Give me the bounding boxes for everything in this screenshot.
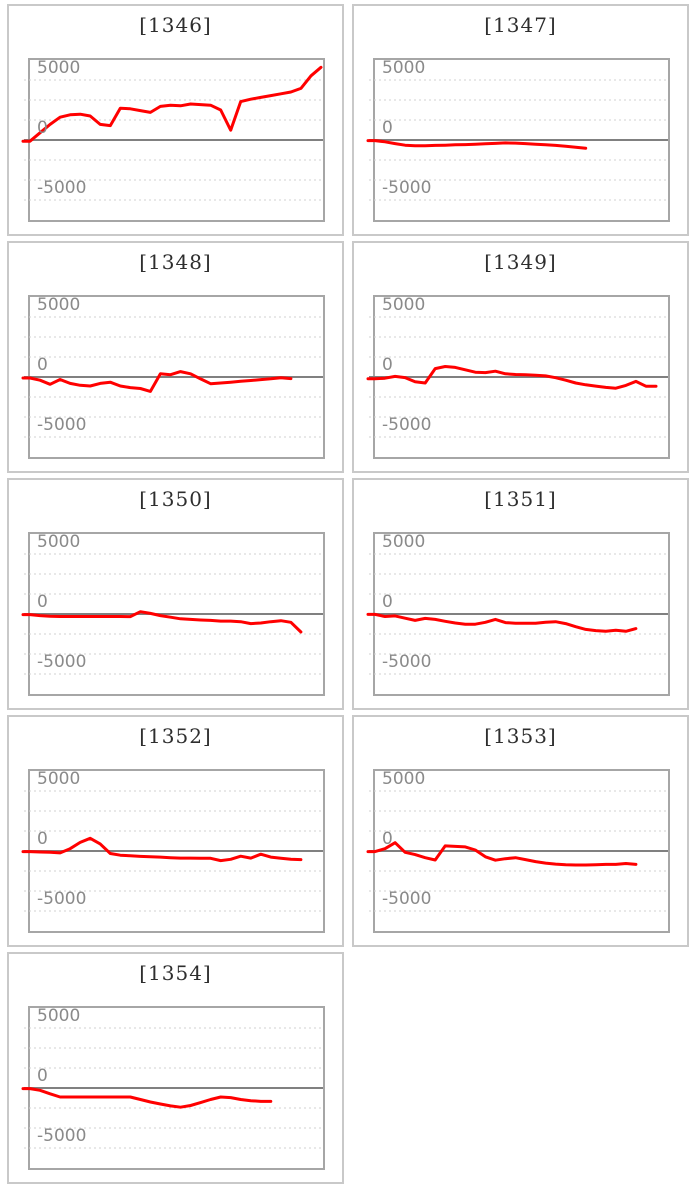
y-axis-label: 0	[382, 118, 393, 138]
y-axis-label: 5000	[37, 532, 81, 552]
y-axis-label: 0	[37, 592, 48, 612]
chart-plot: 5000 0 -5000	[21, 58, 325, 222]
y-axis-label: 5000	[37, 1006, 81, 1026]
chart-canvas	[21, 1027, 323, 1149]
y-axis-label: -5000	[37, 415, 87, 435]
y-axis-label: 5000	[382, 532, 426, 552]
chart-plot: 5000 0 -5000	[21, 295, 325, 459]
chart-canvas	[366, 553, 668, 675]
chart-title: [1348]	[139, 250, 212, 274]
y-axis-label: -5000	[37, 178, 87, 198]
y-axis-label: 5000	[382, 295, 426, 315]
chart-cell: [1349] 5000 0 -5000	[352, 241, 689, 473]
y-axis-label: 0	[37, 355, 48, 375]
y-axis-label: 5000	[382, 58, 426, 78]
chart-canvas	[21, 553, 323, 675]
chart-cell: [1351] 5000 0 -5000	[352, 478, 689, 710]
y-axis-label: -5000	[37, 889, 87, 909]
chart-title: [1346]	[139, 13, 212, 37]
y-axis-label: 0	[382, 829, 393, 849]
chart-cell: [1350] 5000 0 -5000	[7, 478, 344, 710]
y-axis-label: -5000	[382, 889, 432, 909]
chart-plot: 5000 0 -5000	[21, 769, 325, 933]
chart-cell: [1354] 5000 0 -5000	[7, 952, 344, 1184]
profit-line	[21, 65, 323, 143]
chart-canvas	[366, 316, 668, 438]
y-axis-label: 5000	[37, 769, 81, 789]
chart-plot: 5000 0 -5000	[21, 1006, 325, 1170]
chart-cell: [1347] 5000 0 -5000	[352, 4, 689, 236]
profit-line	[21, 836, 303, 863]
chart-plot: 5000 0 -5000	[366, 295, 670, 459]
chart-title: [1352]	[139, 724, 212, 748]
profit-line	[366, 139, 588, 150]
chart-canvas	[21, 65, 323, 201]
chart-canvas	[366, 790, 668, 912]
profit-line	[366, 612, 638, 633]
y-axis-label: 5000	[382, 769, 426, 789]
y-axis-label: -5000	[37, 1126, 87, 1146]
chart-title: [1354]	[139, 961, 212, 985]
y-axis-label: 0	[37, 829, 48, 849]
chart-title: [1347]	[484, 13, 557, 37]
y-axis-label: 0	[382, 355, 393, 375]
y-axis-label: -5000	[37, 652, 87, 672]
chart-plot: 5000 0 -5000	[366, 532, 670, 696]
chart-title: [1349]	[484, 250, 557, 274]
profit-line	[21, 370, 293, 393]
chart-canvas	[21, 790, 323, 912]
y-axis-label: -5000	[382, 178, 432, 198]
chart-plot: 5000 0 -5000	[366, 769, 670, 933]
chart-title: [1350]	[139, 487, 212, 511]
profit-line	[366, 365, 658, 390]
profit-line	[21, 610, 303, 634]
y-axis-label: 0	[37, 1066, 48, 1086]
profit-line	[366, 841, 638, 867]
y-axis-label: 5000	[37, 295, 81, 315]
chart-canvas	[21, 316, 323, 438]
y-axis-label: -5000	[382, 652, 432, 672]
y-axis-label: -5000	[382, 415, 432, 435]
chart-canvas	[366, 79, 668, 201]
y-axis-label: 0	[37, 118, 48, 138]
chart-cell: [1346] 5000 0 -5000	[7, 4, 344, 236]
chart-cell: [1348] 5000 0 -5000	[7, 241, 344, 473]
chart-plot: 5000 0 -5000	[366, 58, 670, 222]
chart-cell: [1353] 5000 0 -5000	[352, 715, 689, 947]
y-axis-label: 5000	[37, 58, 81, 78]
profit-line	[21, 1087, 273, 1109]
y-axis-label: 0	[382, 592, 393, 612]
chart-cell: [1352] 5000 0 -5000	[7, 715, 344, 947]
chart-title: [1351]	[484, 487, 557, 511]
chart-title: [1353]	[484, 724, 557, 748]
chart-plot: 5000 0 -5000	[21, 532, 325, 696]
